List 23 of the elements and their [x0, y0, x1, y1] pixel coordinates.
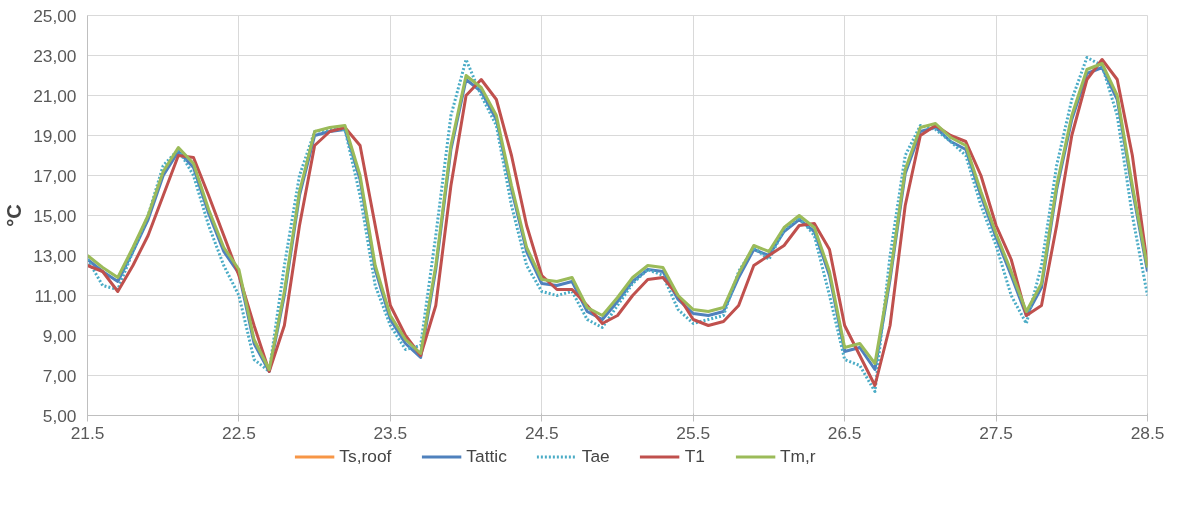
y-axis-title: °C [3, 204, 26, 227]
y-tick-label: 9,00 [42, 325, 77, 346]
y-tick-label: 21,00 [33, 85, 77, 106]
x-tick-label: 27.5 [979, 422, 1013, 443]
x-tick-label: 28.5 [1130, 422, 1165, 443]
legend-label: Tae [581, 445, 610, 467]
y-tick-label: 19,00 [33, 125, 77, 146]
y-tick-label: 15,00 [33, 205, 77, 226]
legend-label: Tm,r [780, 445, 816, 467]
legend-label: Ts,roof [339, 445, 392, 467]
y-tick-label: 17,00 [33, 165, 77, 186]
x-tick-label: 24.5 [524, 422, 559, 443]
y-tick-label: 11,00 [34, 285, 77, 306]
y-tick-label: 25,00 [33, 5, 77, 26]
x-tick-label: 25.5 [676, 422, 711, 443]
x-tick-label: 26.5 [827, 422, 862, 443]
y-tick-label: 13,00 [33, 245, 77, 266]
legend-label: T1 [684, 445, 706, 467]
y-tick-label: 23,00 [33, 45, 77, 66]
x-tick-label: 23.5 [373, 422, 408, 443]
y-tick-label: 7,00 [42, 365, 77, 386]
legend-label: Tattic [466, 445, 507, 467]
x-tick-label: 22.5 [222, 422, 256, 443]
